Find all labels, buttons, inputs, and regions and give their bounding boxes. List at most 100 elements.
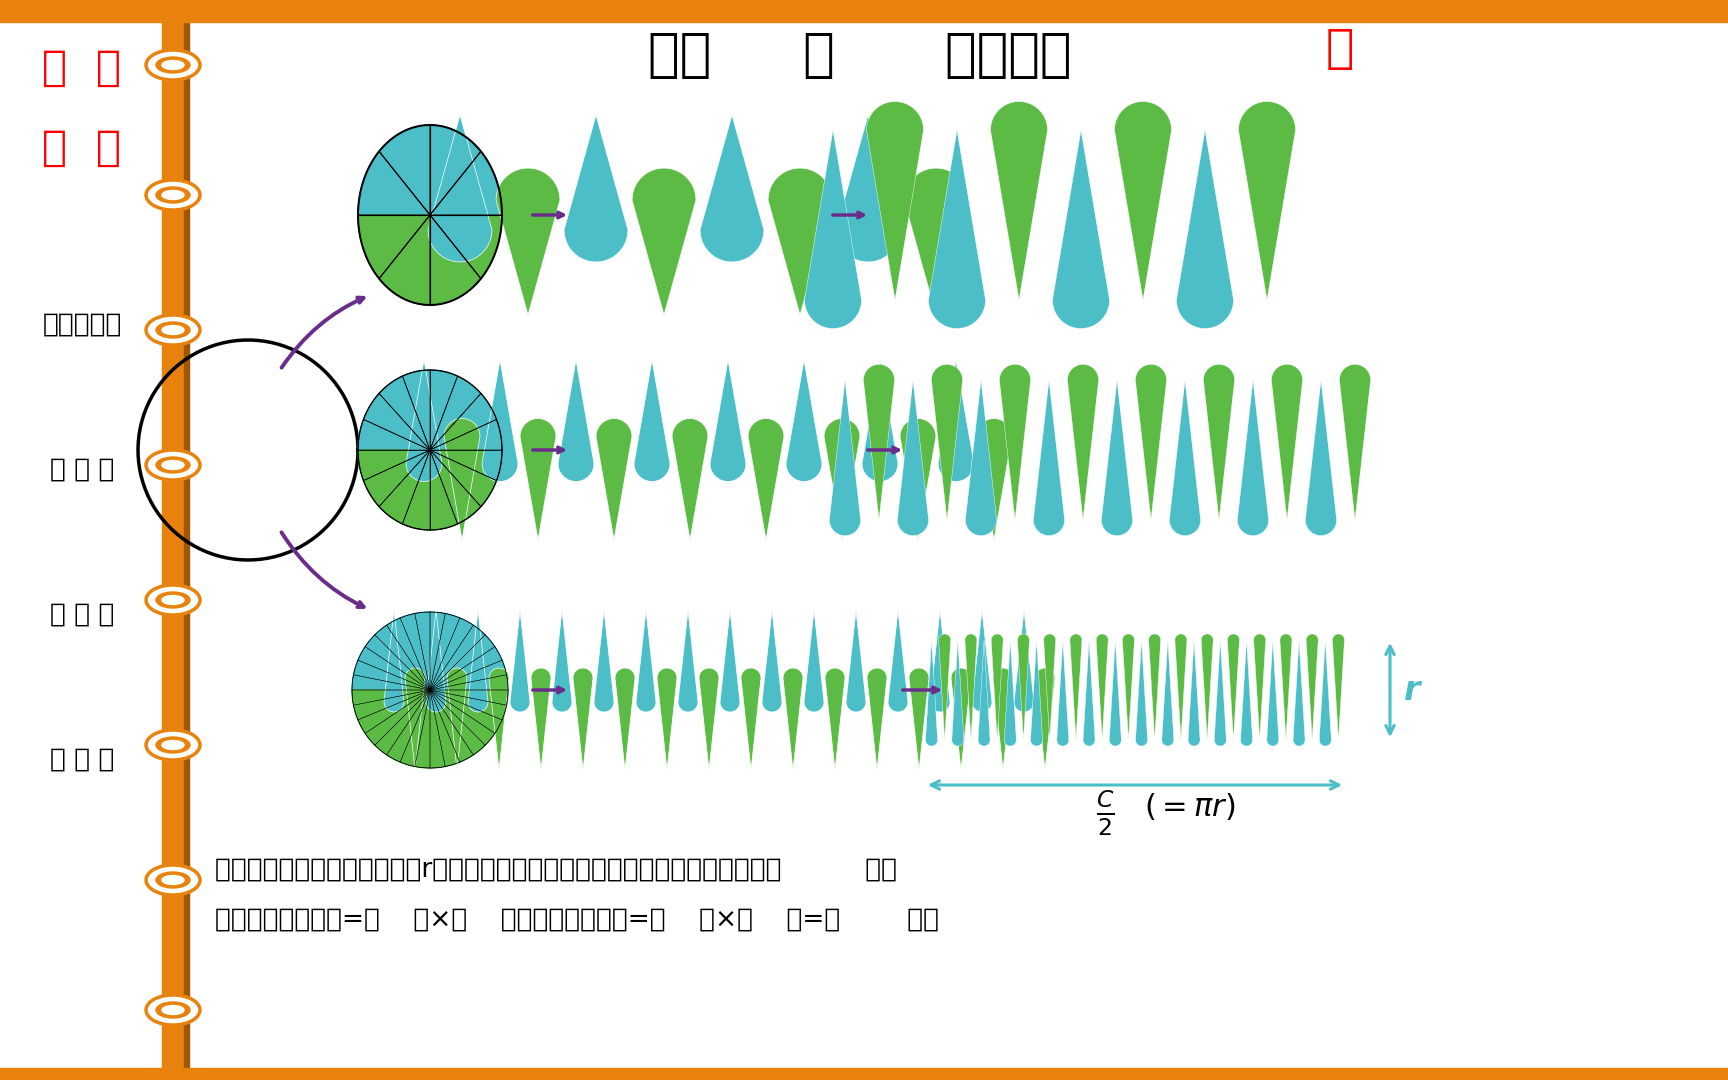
Polygon shape [430,450,496,507]
Polygon shape [430,690,508,705]
PathPatch shape [824,669,845,770]
Polygon shape [430,215,480,305]
Ellipse shape [156,322,190,338]
Ellipse shape [145,995,200,1025]
Polygon shape [430,690,473,762]
PathPatch shape [909,669,930,770]
Polygon shape [430,618,473,690]
PathPatch shape [615,669,634,770]
PathPatch shape [938,634,950,740]
Ellipse shape [156,872,190,888]
PathPatch shape [1280,634,1293,740]
PathPatch shape [978,640,990,746]
PathPatch shape [805,130,862,328]
PathPatch shape [672,419,708,540]
Polygon shape [415,612,430,690]
Polygon shape [358,690,430,733]
Text: 苏  悄: 苏 悄 [43,48,121,89]
Polygon shape [365,690,430,745]
PathPatch shape [1175,634,1187,740]
Ellipse shape [145,585,200,615]
Bar [162,0,183,1068]
Text: 题 整 理: 题 整 理 [50,747,114,773]
Polygon shape [430,393,496,450]
Ellipse shape [145,315,200,345]
PathPatch shape [1115,102,1172,300]
Polygon shape [378,215,430,305]
Polygon shape [430,635,494,690]
PathPatch shape [966,380,997,536]
Polygon shape [363,393,430,450]
PathPatch shape [632,168,696,315]
PathPatch shape [1241,640,1253,746]
PathPatch shape [1070,634,1082,740]
Ellipse shape [162,460,183,470]
Polygon shape [403,450,430,530]
PathPatch shape [971,610,992,712]
Polygon shape [430,625,486,690]
PathPatch shape [710,360,746,482]
PathPatch shape [1293,640,1305,746]
PathPatch shape [897,380,928,536]
PathPatch shape [1170,380,1201,536]
PathPatch shape [888,610,907,712]
PathPatch shape [468,610,487,712]
Ellipse shape [156,737,190,753]
PathPatch shape [1083,640,1096,746]
Polygon shape [401,690,430,767]
PathPatch shape [1177,130,1234,328]
PathPatch shape [992,634,1004,740]
PathPatch shape [1253,634,1265,740]
Polygon shape [358,215,430,279]
Polygon shape [415,690,430,768]
PathPatch shape [1267,640,1279,746]
Polygon shape [430,690,446,768]
PathPatch shape [406,360,442,482]
Polygon shape [387,690,430,762]
PathPatch shape [1272,364,1303,519]
PathPatch shape [1109,640,1121,746]
PathPatch shape [847,610,866,712]
PathPatch shape [1101,380,1132,536]
Bar [0,0,1728,22]
PathPatch shape [427,610,446,712]
PathPatch shape [700,114,764,261]
Polygon shape [365,635,430,690]
PathPatch shape [429,114,492,261]
PathPatch shape [990,102,1047,300]
Bar [0,1068,1728,1080]
PathPatch shape [862,360,899,482]
PathPatch shape [836,114,900,261]
Polygon shape [430,612,446,690]
PathPatch shape [1149,634,1161,740]
Polygon shape [430,690,503,733]
PathPatch shape [952,640,964,746]
PathPatch shape [867,669,886,770]
Polygon shape [387,618,430,690]
PathPatch shape [824,419,861,540]
Polygon shape [358,419,430,450]
Polygon shape [375,625,430,690]
Polygon shape [430,690,486,755]
PathPatch shape [976,419,1013,540]
PathPatch shape [1014,610,1033,712]
PathPatch shape [1096,634,1108,740]
PathPatch shape [1135,364,1166,519]
Polygon shape [430,376,480,450]
Ellipse shape [162,325,183,335]
Polygon shape [403,370,430,450]
PathPatch shape [1030,640,1042,746]
PathPatch shape [1201,634,1213,740]
Text: 业 答 疑: 业 答 疑 [50,602,114,627]
Text: r: r [1403,674,1420,706]
Polygon shape [378,125,430,215]
Polygon shape [363,450,430,507]
PathPatch shape [999,364,1030,519]
PathPatch shape [1018,634,1030,740]
PathPatch shape [938,360,975,482]
Polygon shape [430,660,506,690]
PathPatch shape [384,610,404,712]
PathPatch shape [721,610,740,712]
PathPatch shape [928,130,985,328]
Polygon shape [358,151,430,215]
